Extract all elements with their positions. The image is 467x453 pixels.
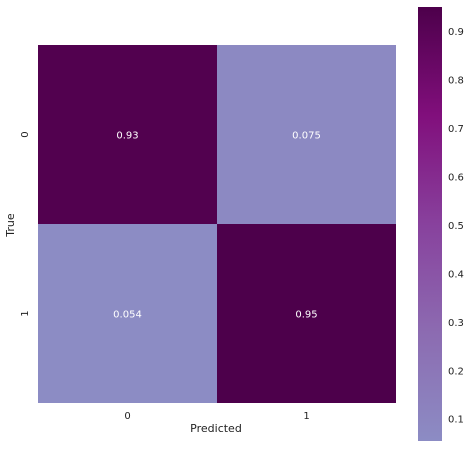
colorbar-tick-label: 0.4 [448, 269, 464, 280]
cell-value-label: 0.93 [116, 131, 138, 142]
heatmap-cells [38, 45, 396, 403]
y-tick-label: 0 [20, 131, 31, 137]
colorbar-tick-label: 0.8 [448, 76, 464, 87]
heatmap-cell [217, 45, 396, 224]
y-axis-label: True [4, 213, 17, 238]
cell-value-label: 0.075 [292, 131, 321, 142]
heatmap-cell [38, 45, 217, 224]
y-axis-ticks: 01 [20, 131, 31, 316]
colorbar [418, 7, 442, 441]
heatmap-cell-labels: 0.93 0.075 0.054 0.95 [113, 131, 321, 321]
x-tick-label: 1 [303, 411, 309, 422]
colorbar-ticks: 0.1 0.2 0.3 0.4 0.5 0.6 0.7 0.8 0.9 [448, 27, 464, 426]
colorbar-tick-label: 0.7 [448, 124, 464, 135]
x-axis-label: Predicted [190, 422, 242, 435]
colorbar-tick-label: 0.5 [448, 221, 464, 232]
colorbar-tick-label: 0.6 [448, 173, 464, 184]
y-tick-label: 1 [20, 310, 31, 316]
colorbar-tick-label: 0.1 [448, 415, 464, 426]
cell-value-label: 0.95 [295, 310, 317, 321]
heatmap-cell [217, 224, 396, 403]
colorbar-tick-label: 0.9 [448, 27, 464, 38]
x-tick-label: 0 [124, 411, 130, 422]
colorbar-tick-label: 0.2 [448, 366, 464, 377]
cell-value-label: 0.054 [113, 310, 142, 321]
colorbar-tick-label: 0.3 [448, 318, 464, 329]
heatmap-cell [38, 224, 217, 403]
